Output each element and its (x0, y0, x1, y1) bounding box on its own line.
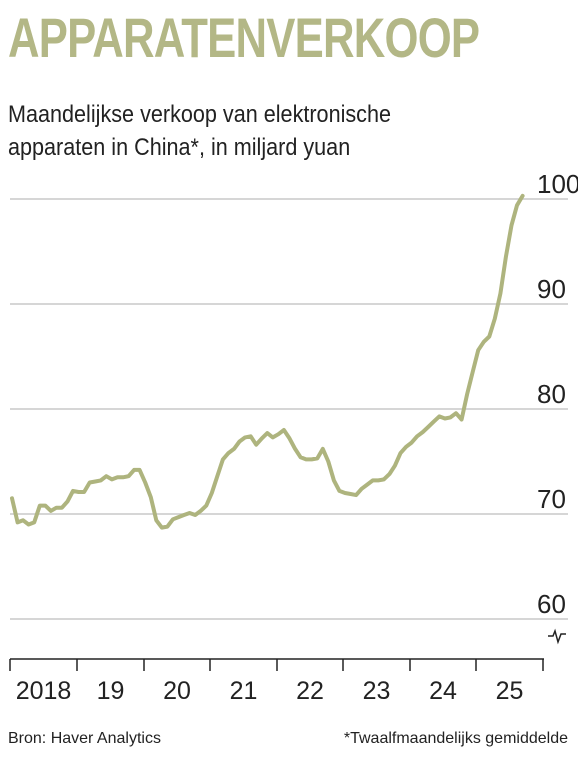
y-tick-label-100: 100 (537, 169, 578, 199)
x-year-label-21: 21 (230, 677, 258, 705)
x-year-label-23: 23 (363, 677, 391, 705)
footnote: *Twaalfmaandelijks gemiddelde (344, 730, 568, 748)
y-tick-label-80: 80 (537, 379, 566, 409)
y-tick-label-90: 90 (537, 274, 566, 304)
x-year-label-25: 25 (496, 677, 524, 705)
x-year-label-22: 22 (296, 677, 324, 705)
series-line (12, 196, 523, 528)
y-tick-label-60: 60 (537, 589, 566, 619)
x-year-label-2018: 2018 (16, 677, 72, 705)
axis-break-icon (548, 631, 566, 642)
source-note: Bron: Haver Analytics (8, 730, 161, 748)
x-year-label-19: 19 (97, 677, 125, 705)
y-tick-label-70: 70 (537, 484, 566, 514)
x-year-label-24: 24 (429, 677, 457, 705)
x-year-label-20: 20 (163, 677, 191, 705)
